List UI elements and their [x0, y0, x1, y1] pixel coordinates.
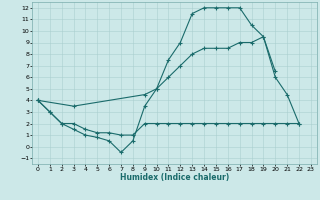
X-axis label: Humidex (Indice chaleur): Humidex (Indice chaleur) — [120, 173, 229, 182]
